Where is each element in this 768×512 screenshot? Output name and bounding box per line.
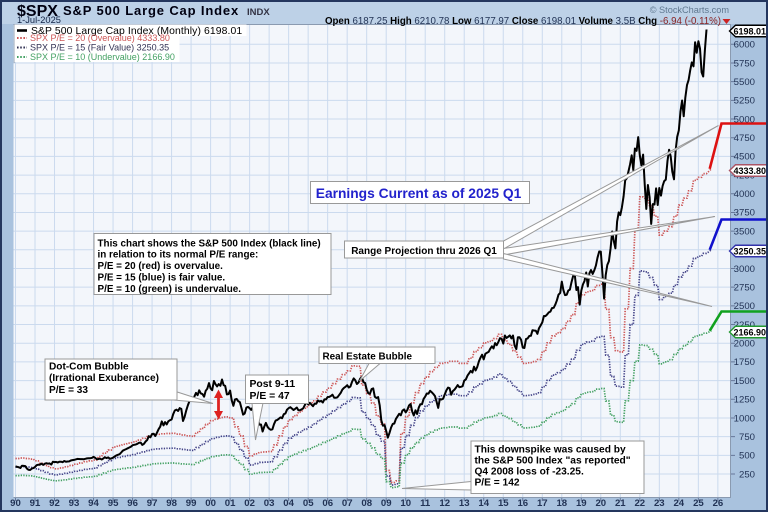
svg-text:12: 12 xyxy=(439,498,450,509)
svg-text:23: 23 xyxy=(654,498,665,509)
svg-text:1500: 1500 xyxy=(734,376,755,387)
svg-text:2166.90: 2166.90 xyxy=(734,327,767,337)
svg-text:19: 19 xyxy=(576,498,587,509)
svg-text:P/E = 20 (red) is overvalue.: P/E = 20 (red) is overvalue. xyxy=(98,261,224,272)
svg-text:13: 13 xyxy=(459,498,470,509)
svg-text:05: 05 xyxy=(303,498,314,509)
svg-text:750: 750 xyxy=(739,432,755,443)
svg-text:98: 98 xyxy=(166,498,177,509)
svg-text:P/E = 47: P/E = 47 xyxy=(250,391,290,402)
svg-text:the S&P 500 Index "as reported: the S&P 500 Index "as reported" xyxy=(475,456,631,467)
svg-text:P/E = 33: P/E = 33 xyxy=(49,385,88,396)
svg-text:P/E = 10 (green) is undervalue: P/E = 10 (green) is undervalue. xyxy=(98,284,242,295)
svg-text:09: 09 xyxy=(381,498,392,509)
svg-text:6000: 6000 xyxy=(734,40,755,51)
svg-text:02: 02 xyxy=(244,498,255,509)
svg-text:1750: 1750 xyxy=(734,357,755,368)
svg-text:© StockCharts.com: © StockCharts.com xyxy=(650,5,730,15)
svg-text:04: 04 xyxy=(283,498,294,509)
svg-text:00: 00 xyxy=(205,498,216,509)
svg-text:10: 10 xyxy=(400,498,411,509)
svg-text:500: 500 xyxy=(739,451,755,462)
svg-text:90: 90 xyxy=(10,498,21,509)
svg-text:P/E = 142: P/E = 142 xyxy=(475,478,520,489)
svg-text:Range Projection thru 2026 Q1: Range Projection thru 2026 Q1 xyxy=(351,246,497,257)
svg-text:1250: 1250 xyxy=(734,395,755,406)
svg-text:3750: 3750 xyxy=(734,208,755,219)
svg-text:Earnings Current as of 2025 Q1: Earnings Current as of 2025 Q1 xyxy=(316,186,522,201)
svg-text:3500: 3500 xyxy=(734,226,755,237)
svg-text:18: 18 xyxy=(556,498,567,509)
svg-text:4750: 4750 xyxy=(734,133,755,144)
svg-text:2250: 2250 xyxy=(734,320,755,331)
svg-text:3000: 3000 xyxy=(734,264,755,275)
svg-text:15: 15 xyxy=(498,498,509,509)
svg-text:4000: 4000 xyxy=(734,189,755,200)
svg-text:20: 20 xyxy=(595,498,606,509)
svg-text:25: 25 xyxy=(693,498,704,509)
svg-text:17: 17 xyxy=(537,498,548,509)
svg-text:94: 94 xyxy=(88,498,99,509)
svg-text:4333.80: 4333.80 xyxy=(734,166,767,176)
svg-text:in relation to its normal P/E: in relation to its normal P/E range: xyxy=(98,250,259,261)
svg-text:S&P 500 Large Cap Index: S&P 500 Large Cap Index xyxy=(63,3,239,18)
svg-text:SPX P/E = 20 (Overvalue) 4333.: SPX P/E = 20 (Overvalue) 4333.80 xyxy=(30,33,170,43)
svg-text:5500: 5500 xyxy=(734,77,755,88)
svg-text:Post 9-11: Post 9-11 xyxy=(250,379,296,390)
svg-text:S&P 500 Large Cap Index (Month: S&P 500 Large Cap Index (Monthly) 6198.0… xyxy=(31,26,242,37)
svg-text:2750: 2750 xyxy=(734,283,755,294)
svg-text:08: 08 xyxy=(361,498,372,509)
svg-text:P/E = 15 (blue) is fair value.: P/E = 15 (blue) is fair value. xyxy=(98,273,226,284)
svg-text:$SPX: $SPX xyxy=(17,3,58,20)
svg-text:93: 93 xyxy=(69,498,80,509)
svg-text:07: 07 xyxy=(342,498,353,509)
svg-text:96: 96 xyxy=(127,498,138,509)
svg-text:97: 97 xyxy=(147,498,158,509)
svg-text:2000: 2000 xyxy=(734,339,755,350)
svg-text:92: 92 xyxy=(49,498,60,509)
svg-text:SPX P/E = 10 (Undervalue) 2166: SPX P/E = 10 (Undervalue) 2166.90 xyxy=(30,52,175,62)
svg-text:INDX: INDX xyxy=(247,7,270,18)
svg-text:(Irrational Exuberance): (Irrational Exuberance) xyxy=(49,373,159,384)
svg-text:Open 6187.25 High 6210.78 Low: Open 6187.25 High 6210.78 Low 6177.97 Cl… xyxy=(325,16,721,27)
svg-text:This chart shows the S&P 500 I: This chart shows the S&P 500 Index (blac… xyxy=(98,238,321,249)
svg-text:5750: 5750 xyxy=(734,58,755,69)
svg-text:4500: 4500 xyxy=(734,152,755,163)
svg-text:6198.01: 6198.01 xyxy=(734,26,767,36)
svg-text:03: 03 xyxy=(264,498,275,509)
svg-text:1000: 1000 xyxy=(734,413,755,424)
svg-text:06: 06 xyxy=(322,498,333,509)
svg-text:24: 24 xyxy=(673,498,684,509)
svg-text:3250.35: 3250.35 xyxy=(734,246,767,256)
svg-text:99: 99 xyxy=(186,498,197,509)
svg-text:SPX P/E = 15 (Fair Value) 3250: SPX P/E = 15 (Fair Value) 3250.35 xyxy=(30,43,169,53)
svg-text:Dot-Com Bubble: Dot-Com Bubble xyxy=(49,362,129,373)
svg-text:22: 22 xyxy=(634,498,645,509)
svg-text:This downspike was caused by: This downspike was caused by xyxy=(475,445,626,456)
svg-text:95: 95 xyxy=(108,498,119,509)
svg-text:250: 250 xyxy=(739,469,755,480)
svg-text:26: 26 xyxy=(713,498,724,509)
svg-text:Q4 2008 loss of -23.25.: Q4 2008 loss of -23.25. xyxy=(475,467,584,478)
svg-text:5000: 5000 xyxy=(734,114,755,125)
svg-text:16: 16 xyxy=(517,498,528,509)
svg-text:01: 01 xyxy=(225,498,236,509)
svg-text:14: 14 xyxy=(478,498,489,509)
svg-text:11: 11 xyxy=(420,498,431,509)
svg-text:Real Estate Bubble: Real Estate Bubble xyxy=(323,351,413,362)
svg-text:21: 21 xyxy=(615,498,626,509)
svg-text:2500: 2500 xyxy=(734,301,755,312)
svg-text:91: 91 xyxy=(30,498,41,509)
svg-text:5250: 5250 xyxy=(734,96,755,107)
svg-text:1-Jul-2025: 1-Jul-2025 xyxy=(17,15,61,25)
